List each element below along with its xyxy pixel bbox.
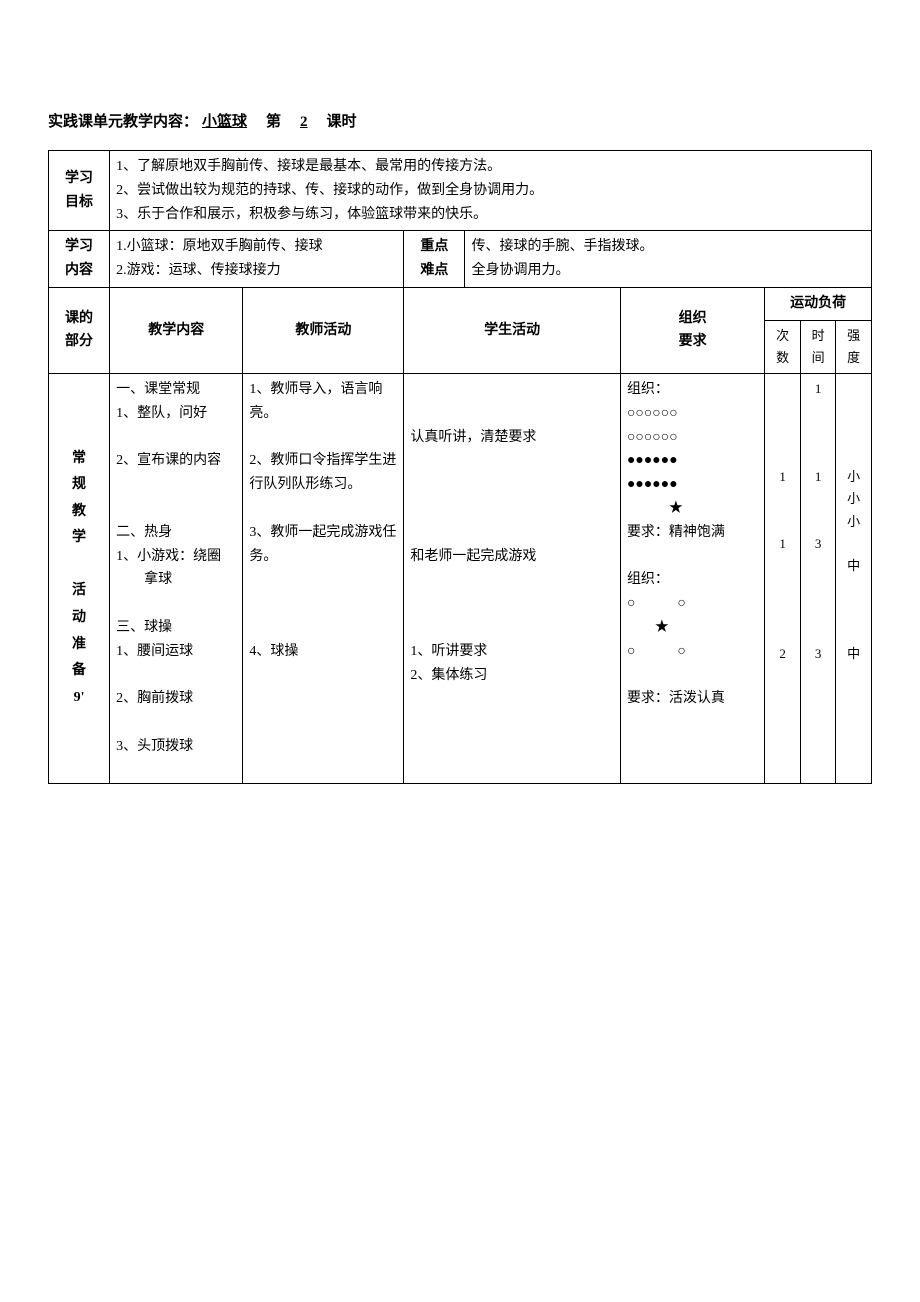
content-row: 学习 内容 1.小篮球：原地双手胸前传、接球 2.游戏：运球、传接球接力 重点 …: [49, 231, 872, 288]
header-org-req: 组织 要求: [620, 287, 764, 373]
header-teacher-act: 教师活动: [243, 287, 404, 373]
header-teach-content: 教学内容: [110, 287, 243, 373]
header-duration: 时 间: [800, 320, 836, 373]
content-text: 1.小篮球：原地双手胸前传、接球 2.游戏：运球、传接球接力: [110, 231, 404, 288]
content-label: 学习 内容: [49, 231, 110, 288]
header-times: 次 数: [765, 320, 801, 373]
title-number: 2: [296, 114, 312, 130]
section-prep-intensity: 小 小 小 中 中: [836, 373, 872, 783]
section-prep-label: 常 规 教 学 活 动 准 备 9': [49, 373, 110, 783]
objectives-label: 学习 目标: [49, 151, 110, 231]
section-prep-times: 1 1 2: [765, 373, 801, 783]
section-prep-duration: 1 1 3 3: [800, 373, 836, 783]
objectives-text: 1、了解原地双手胸前传、接球是最基本、最常用的传接方法。 2、尝试做出较为规范的…: [110, 151, 872, 231]
title-prefix: 实践课单元教学内容：: [48, 114, 198, 130]
header-part: 课的 部分: [49, 287, 110, 373]
section-prep-row: 常 规 教 学 活 动 准 备 9' 一、课堂常规 1、整队，问好 2、宣布课的…: [49, 373, 872, 783]
section-prep-student: 认真听讲，清楚要求 和老师一起完成游戏 1、听讲要求 2、集体练习: [404, 373, 621, 783]
header-intensity: 强 度: [836, 320, 872, 373]
key-label: 重点 难点: [404, 231, 465, 288]
key-text: 传、接球的手腕、手指拨球。 全身协调用力。: [465, 231, 872, 288]
lesson-plan-table: 学习 目标 1、了解原地双手胸前传、接球是最基本、最常用的传接方法。 2、尝试做…: [48, 150, 872, 784]
title-subject: 小篮球: [198, 114, 251, 130]
header-row-1: 课的 部分 教学内容 教师活动 学生活动 组织 要求 运动负荷: [49, 287, 872, 320]
section-prep-content: 一、课堂常规 1、整队，问好 2、宣布课的内容 二、热身 1、小游戏：绕圈 拿球…: [110, 373, 243, 783]
header-student-act: 学生活动: [404, 287, 621, 373]
page-title: 实践课单元教学内容：小篮球 第 2 课时: [48, 110, 872, 134]
title-suffix: 课时: [312, 114, 357, 130]
title-mid: 第: [251, 114, 296, 130]
section-prep-org: 组织： ○○○○○○ ○○○○○○ ●●●●●● ●●●●●● ★ 要求：精神饱…: [620, 373, 764, 783]
section-prep-teacher: 1、教师导入，语言响亮。 2、教师口令指挥学生进行队列队形练习。 3、教师一起完…: [243, 373, 404, 783]
objectives-row: 学习 目标 1、了解原地双手胸前传、接球是最基本、最常用的传接方法。 2、尝试做…: [49, 151, 872, 231]
header-load: 运动负荷: [765, 287, 872, 320]
